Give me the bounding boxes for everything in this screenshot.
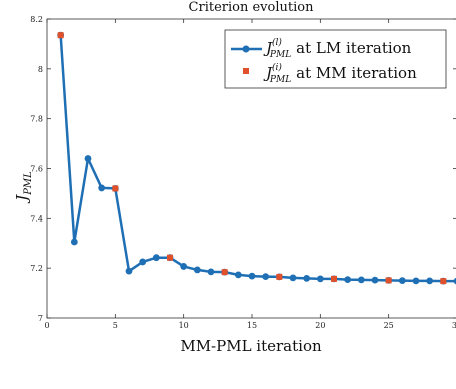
lm-point bbox=[207, 268, 215, 276]
legend-lm-sup: (l) bbox=[272, 37, 282, 48]
lm-point bbox=[412, 277, 420, 285]
x-tick-label: 10 bbox=[179, 321, 189, 330]
legend-label-mm: J(i) PML at MM iteration bbox=[263, 62, 417, 85]
y-tick-label: 7.8 bbox=[30, 115, 43, 124]
lm-point bbox=[344, 276, 352, 284]
x-axis-label: MM-PML iteration bbox=[180, 337, 322, 355]
lm-point bbox=[84, 155, 92, 162]
x-tick-label: 25 bbox=[384, 321, 394, 330]
legend-label-lm: J(l) PML at LM iteration bbox=[263, 37, 412, 60]
mm-point bbox=[385, 277, 392, 284]
mm-point bbox=[57, 32, 64, 39]
legend-mm-sup: (i) bbox=[272, 62, 282, 73]
y-axis-label-sub: PML bbox=[23, 171, 34, 196]
tick-marks bbox=[46, 18, 456, 319]
lm-point bbox=[70, 238, 78, 246]
x-tick-label: 15 bbox=[247, 321, 257, 330]
lm-point bbox=[234, 271, 242, 279]
legend-entry-lm: J(l) PML at LM iteration bbox=[231, 37, 412, 60]
x-tick-label: 20 bbox=[315, 321, 325, 330]
lm-point bbox=[248, 272, 256, 280]
series-mm-iteration bbox=[57, 32, 447, 285]
legend-lm-sub: PML bbox=[269, 50, 291, 60]
legend-marker-lm bbox=[242, 45, 250, 53]
legend-box bbox=[224, 29, 447, 89]
legend-lm-base: J bbox=[263, 39, 273, 57]
y-tick-labels: 7 7.2 7.4 7.6 7.8 8 8.2 bbox=[30, 15, 43, 323]
legend-lm-text: at LM iteration bbox=[296, 39, 411, 57]
legend-mm-text: at MM iteration bbox=[296, 64, 417, 82]
mm-point bbox=[276, 273, 283, 280]
mm-point bbox=[331, 275, 337, 282]
lm-point bbox=[125, 267, 133, 275]
lm-point bbox=[98, 184, 106, 192]
lm-point bbox=[139, 258, 147, 266]
lm-point bbox=[426, 277, 434, 285]
y-tick-label: 8 bbox=[38, 65, 43, 74]
mm-point bbox=[221, 269, 228, 276]
lm-point bbox=[152, 254, 160, 262]
legend-mm-base: J bbox=[263, 64, 273, 82]
y-tick-label: 7 bbox=[38, 314, 43, 323]
lm-point bbox=[371, 276, 379, 284]
lm-point bbox=[262, 273, 270, 281]
legend-mm-sub: PML bbox=[269, 75, 291, 85]
lm-point bbox=[303, 274, 311, 282]
mm-point bbox=[167, 254, 173, 261]
lm-point bbox=[180, 263, 188, 270]
x-tick-label: 30 bbox=[452, 321, 456, 330]
lm-point bbox=[453, 277, 456, 285]
lm-point bbox=[398, 277, 406, 285]
chart-title: Criterion evolution bbox=[189, 0, 315, 15]
y-tick-label: 7.6 bbox=[30, 165, 43, 174]
legend: J(l) PML at LM iteration J(i) PML at MM iter… bbox=[224, 29, 447, 89]
legend-marker-mm bbox=[243, 68, 249, 74]
y-tick-label: 8.2 bbox=[30, 15, 43, 24]
y-tick-label: 7.2 bbox=[30, 264, 43, 273]
y-axis-label: JPML bbox=[13, 171, 34, 204]
x-tick-label: 5 bbox=[113, 321, 118, 330]
x-tick-labels: 0 5 10 15 20 25 30 bbox=[44, 321, 456, 330]
mm-point bbox=[440, 278, 447, 285]
x-tick-label: 0 bbox=[44, 321, 49, 330]
lm-point bbox=[193, 266, 201, 274]
lm-point bbox=[289, 274, 297, 282]
lm-point bbox=[316, 275, 324, 283]
legend-entry-mm: J(i) PML at MM iteration bbox=[243, 62, 417, 85]
mm-point bbox=[112, 185, 119, 192]
y-axis-label-base: J bbox=[13, 194, 31, 204]
lm-point bbox=[357, 276, 365, 284]
y-tick-label: 7.4 bbox=[30, 214, 43, 223]
